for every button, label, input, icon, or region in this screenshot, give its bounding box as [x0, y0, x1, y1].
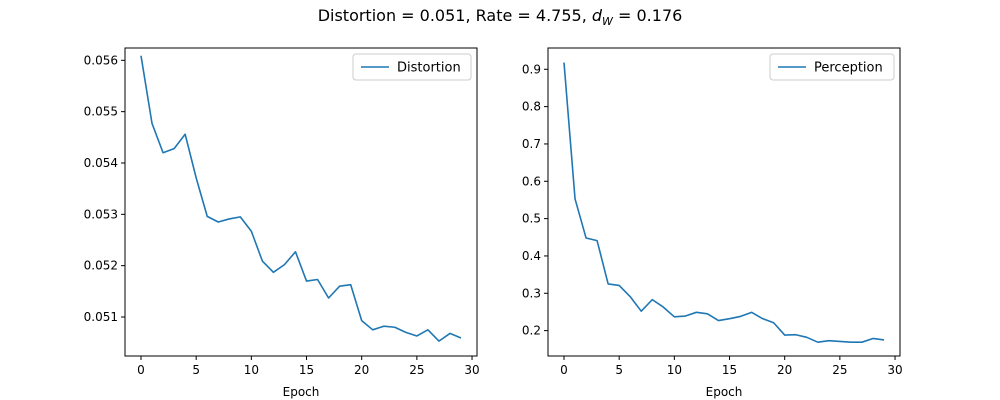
chart2-x-tick-label: 15 — [722, 363, 737, 377]
chart1-x-tick-label: 5 — [192, 363, 200, 377]
chart2-axes-frame — [547, 47, 901, 357]
chart1-x-tick-label: 30 — [464, 363, 479, 377]
chart2-y-tick-label: 0.2 — [522, 324, 541, 338]
chart1-x-axis-label: Epoch — [283, 385, 320, 399]
chart2-y-tick-label: 0.9 — [522, 62, 541, 76]
figure-title-dw: d — [591, 6, 603, 25]
figure-title: Distortion = 0.051, Rate = 4.755, dW = 0… — [0, 6, 1000, 28]
chart2-y-tick-label: 0.3 — [522, 286, 541, 300]
chart2-x-tick-label: 20 — [777, 363, 792, 377]
chart2-x-tick-label: 25 — [832, 363, 847, 377]
chart2-legend-box — [769, 53, 895, 81]
chart1-y-tick-label: 0.051 — [84, 310, 118, 324]
chart1-axes-frame — [124, 47, 478, 357]
chart1-x-tick-label: 15 — [299, 363, 314, 377]
chart2-y-tick-label: 0.8 — [522, 100, 541, 114]
chart1-y-tick-label: 0.052 — [84, 259, 118, 273]
chart1-series-line — [140, 55, 462, 342]
chart2-y-tick-label: 0.5 — [522, 212, 541, 226]
chart1-x-tick-label: 10 — [244, 363, 259, 377]
chart2-x-axis-label: Epoch — [706, 385, 743, 399]
chart2-x-tick-label: 5 — [615, 363, 623, 377]
chart1-y-tick-label: 0.053 — [84, 207, 118, 221]
chart2-y-tick-label: 0.4 — [522, 249, 541, 263]
chart2-x-tick-label: 0 — [560, 363, 568, 377]
chart2-x-tick-label: 10 — [667, 363, 682, 377]
chart2-legend-label: Perception — [814, 61, 883, 76]
figure-title-prefix: Distortion = 0.051, Rate = 4.755, — [317, 6, 592, 25]
chart2-y-tick-label: 0.7 — [522, 137, 541, 151]
chart2-x-tick-label: 30 — [887, 363, 902, 377]
chart2-y-tick-label: 0.6 — [522, 174, 541, 188]
chart1-x-tick-label: 25 — [409, 363, 424, 377]
chart1-x-tick-label: 20 — [354, 363, 369, 377]
chart1-legend-label: Distortion — [397, 61, 461, 76]
chart1-x-tick-label: 0 — [137, 363, 145, 377]
chart1-legend-box — [352, 53, 472, 81]
chart1-y-tick-label: 0.054 — [84, 156, 118, 170]
figure-title-suffix: = 0.176 — [612, 6, 683, 25]
chart1-y-tick-label: 0.056 — [84, 53, 118, 67]
chart2-series-line — [563, 62, 885, 343]
chart1-y-tick-label: 0.055 — [84, 105, 118, 119]
figure-title-dw-subscript: W — [602, 15, 613, 28]
